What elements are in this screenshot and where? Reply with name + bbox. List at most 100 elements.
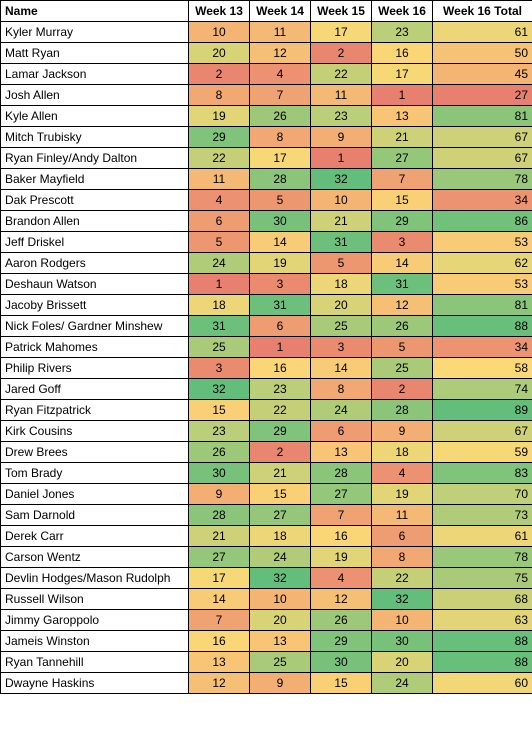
week-15-cell: 6	[310, 420, 372, 442]
week-15-cell: 11	[310, 84, 372, 106]
week-13-cell: 10	[188, 21, 250, 43]
table-row: Philip Rivers 3 16 14 25 58	[0, 357, 532, 379]
week-16-total-cell: 81	[432, 105, 532, 127]
week-16-cell: 2	[371, 378, 433, 400]
week-15-cell: 24	[310, 399, 372, 421]
player-name-cell: Derek Carr	[0, 525, 189, 547]
table-row: Kyle Allen 19 26 23 13 81	[0, 105, 532, 127]
week-16-total-cell: 62	[432, 252, 532, 274]
player-name-cell: Mitch Trubisky	[0, 126, 189, 148]
week-14-cell: 5	[249, 189, 311, 211]
week-16-total-cell: 50	[432, 42, 532, 64]
week-15-cell: 19	[310, 546, 372, 568]
header-week-16: Week 16	[371, 0, 433, 22]
week-16-total-cell: 45	[432, 63, 532, 85]
table-row: Deshaun Watson 1 3 18 31 53	[0, 273, 532, 295]
week-16-cell: 17	[371, 63, 433, 85]
week-16-total-cell: 60	[432, 672, 532, 694]
week-13-cell: 20	[188, 42, 250, 64]
week-15-cell: 18	[310, 273, 372, 295]
week-14-cell: 4	[249, 63, 311, 85]
week-16-total-cell: 86	[432, 210, 532, 232]
week-13-cell: 11	[188, 168, 250, 190]
week-13-cell: 25	[188, 336, 250, 358]
week-16-cell: 32	[371, 588, 433, 610]
table-row: Ryan Fitzpatrick 15 22 24 28 89	[0, 399, 532, 421]
week-16-cell: 21	[371, 126, 433, 148]
week-16-cell: 28	[371, 399, 433, 421]
week-14-cell: 30	[249, 210, 311, 232]
week-16-total-cell: 53	[432, 273, 532, 295]
table-row: Jacoby Brissett 18 31 20 12 81	[0, 294, 532, 316]
player-name-cell: Jacoby Brissett	[0, 294, 189, 316]
week-14-cell: 18	[249, 525, 311, 547]
week-14-cell: 23	[249, 378, 311, 400]
table-row: Josh Allen 8 7 11 1 27	[0, 84, 532, 106]
week-16-cell: 19	[371, 483, 433, 505]
week-13-cell: 2	[188, 63, 250, 85]
week-14-cell: 9	[249, 672, 311, 694]
week-15-cell: 29	[310, 630, 372, 652]
table-row: Aaron Rodgers 24 19 5 14 62	[0, 252, 532, 274]
week-14-cell: 31	[249, 294, 311, 316]
week-16-cell: 9	[371, 420, 433, 442]
player-name-cell: Kyler Murray	[0, 21, 189, 43]
player-name-cell: Devlin Hodges/Mason Rudolph	[0, 567, 189, 589]
week-13-cell: 19	[188, 105, 250, 127]
week-14-cell: 13	[249, 630, 311, 652]
table-row: Ryan Tannehill 13 25 30 20 88	[0, 651, 532, 673]
week-15-cell: 9	[310, 126, 372, 148]
player-name-cell: Ryan Finley/Andy Dalton	[0, 147, 189, 169]
week-13-cell: 15	[188, 399, 250, 421]
week-15-cell: 5	[310, 252, 372, 274]
header-week-15: Week 15	[310, 0, 372, 22]
week-13-cell: 31	[188, 315, 250, 337]
week-14-cell: 14	[249, 231, 311, 253]
player-name-cell: Russell Wilson	[0, 588, 189, 610]
player-name-cell: Jeff Driskel	[0, 231, 189, 253]
week-14-cell: 19	[249, 252, 311, 274]
week-16-total-cell: 34	[432, 189, 532, 211]
week-16-cell: 15	[371, 189, 433, 211]
week-13-cell: 7	[188, 609, 250, 631]
week-16-cell: 22	[371, 567, 433, 589]
player-name-cell: Kyle Allen	[0, 105, 189, 127]
week-16-total-cell: 67	[432, 126, 532, 148]
week-15-cell: 22	[310, 63, 372, 85]
week-16-total-cell: 27	[432, 84, 532, 106]
week-13-cell: 8	[188, 84, 250, 106]
week-16-cell: 24	[371, 672, 433, 694]
table-row: Drew Brees 26 2 13 18 59	[0, 441, 532, 463]
week-14-cell: 26	[249, 105, 311, 127]
week-16-cell: 29	[371, 210, 433, 232]
week-13-cell: 14	[188, 588, 250, 610]
week-13-cell: 27	[188, 546, 250, 568]
player-name-cell: Dak Prescott	[0, 189, 189, 211]
table-row: Jameis Winston 16 13 29 30 88	[0, 630, 532, 652]
week-16-cell: 18	[371, 441, 433, 463]
week-16-cell: 7	[371, 168, 433, 190]
player-name-cell: Jameis Winston	[0, 630, 189, 652]
week-13-cell: 16	[188, 630, 250, 652]
table-row: Baker Mayfield 11 28 32 7 78	[0, 168, 532, 190]
table-row: Jeff Driskel 5 14 31 3 53	[0, 231, 532, 253]
week-15-cell: 27	[310, 483, 372, 505]
player-name-cell: Matt Ryan	[0, 42, 189, 64]
week-16-total-cell: 67	[432, 147, 532, 169]
week-14-cell: 28	[249, 168, 311, 190]
header-week-16-total: Week 16 Total	[432, 0, 532, 22]
player-name-cell: Patrick Mahomes	[0, 336, 189, 358]
player-name-cell: Sam Darnold	[0, 504, 189, 526]
week-13-cell: 6	[188, 210, 250, 232]
week-16-cell: 23	[371, 21, 433, 43]
week-13-cell: 29	[188, 126, 250, 148]
player-name-cell: Ryan Fitzpatrick	[0, 399, 189, 421]
week-13-cell: 22	[188, 147, 250, 169]
week-16-cell: 1	[371, 84, 433, 106]
week-16-cell: 3	[371, 231, 433, 253]
week-14-cell: 11	[249, 21, 311, 43]
week-14-cell: 1	[249, 336, 311, 358]
week-15-cell: 21	[310, 210, 372, 232]
week-16-cell: 6	[371, 525, 433, 547]
week-14-cell: 32	[249, 567, 311, 589]
